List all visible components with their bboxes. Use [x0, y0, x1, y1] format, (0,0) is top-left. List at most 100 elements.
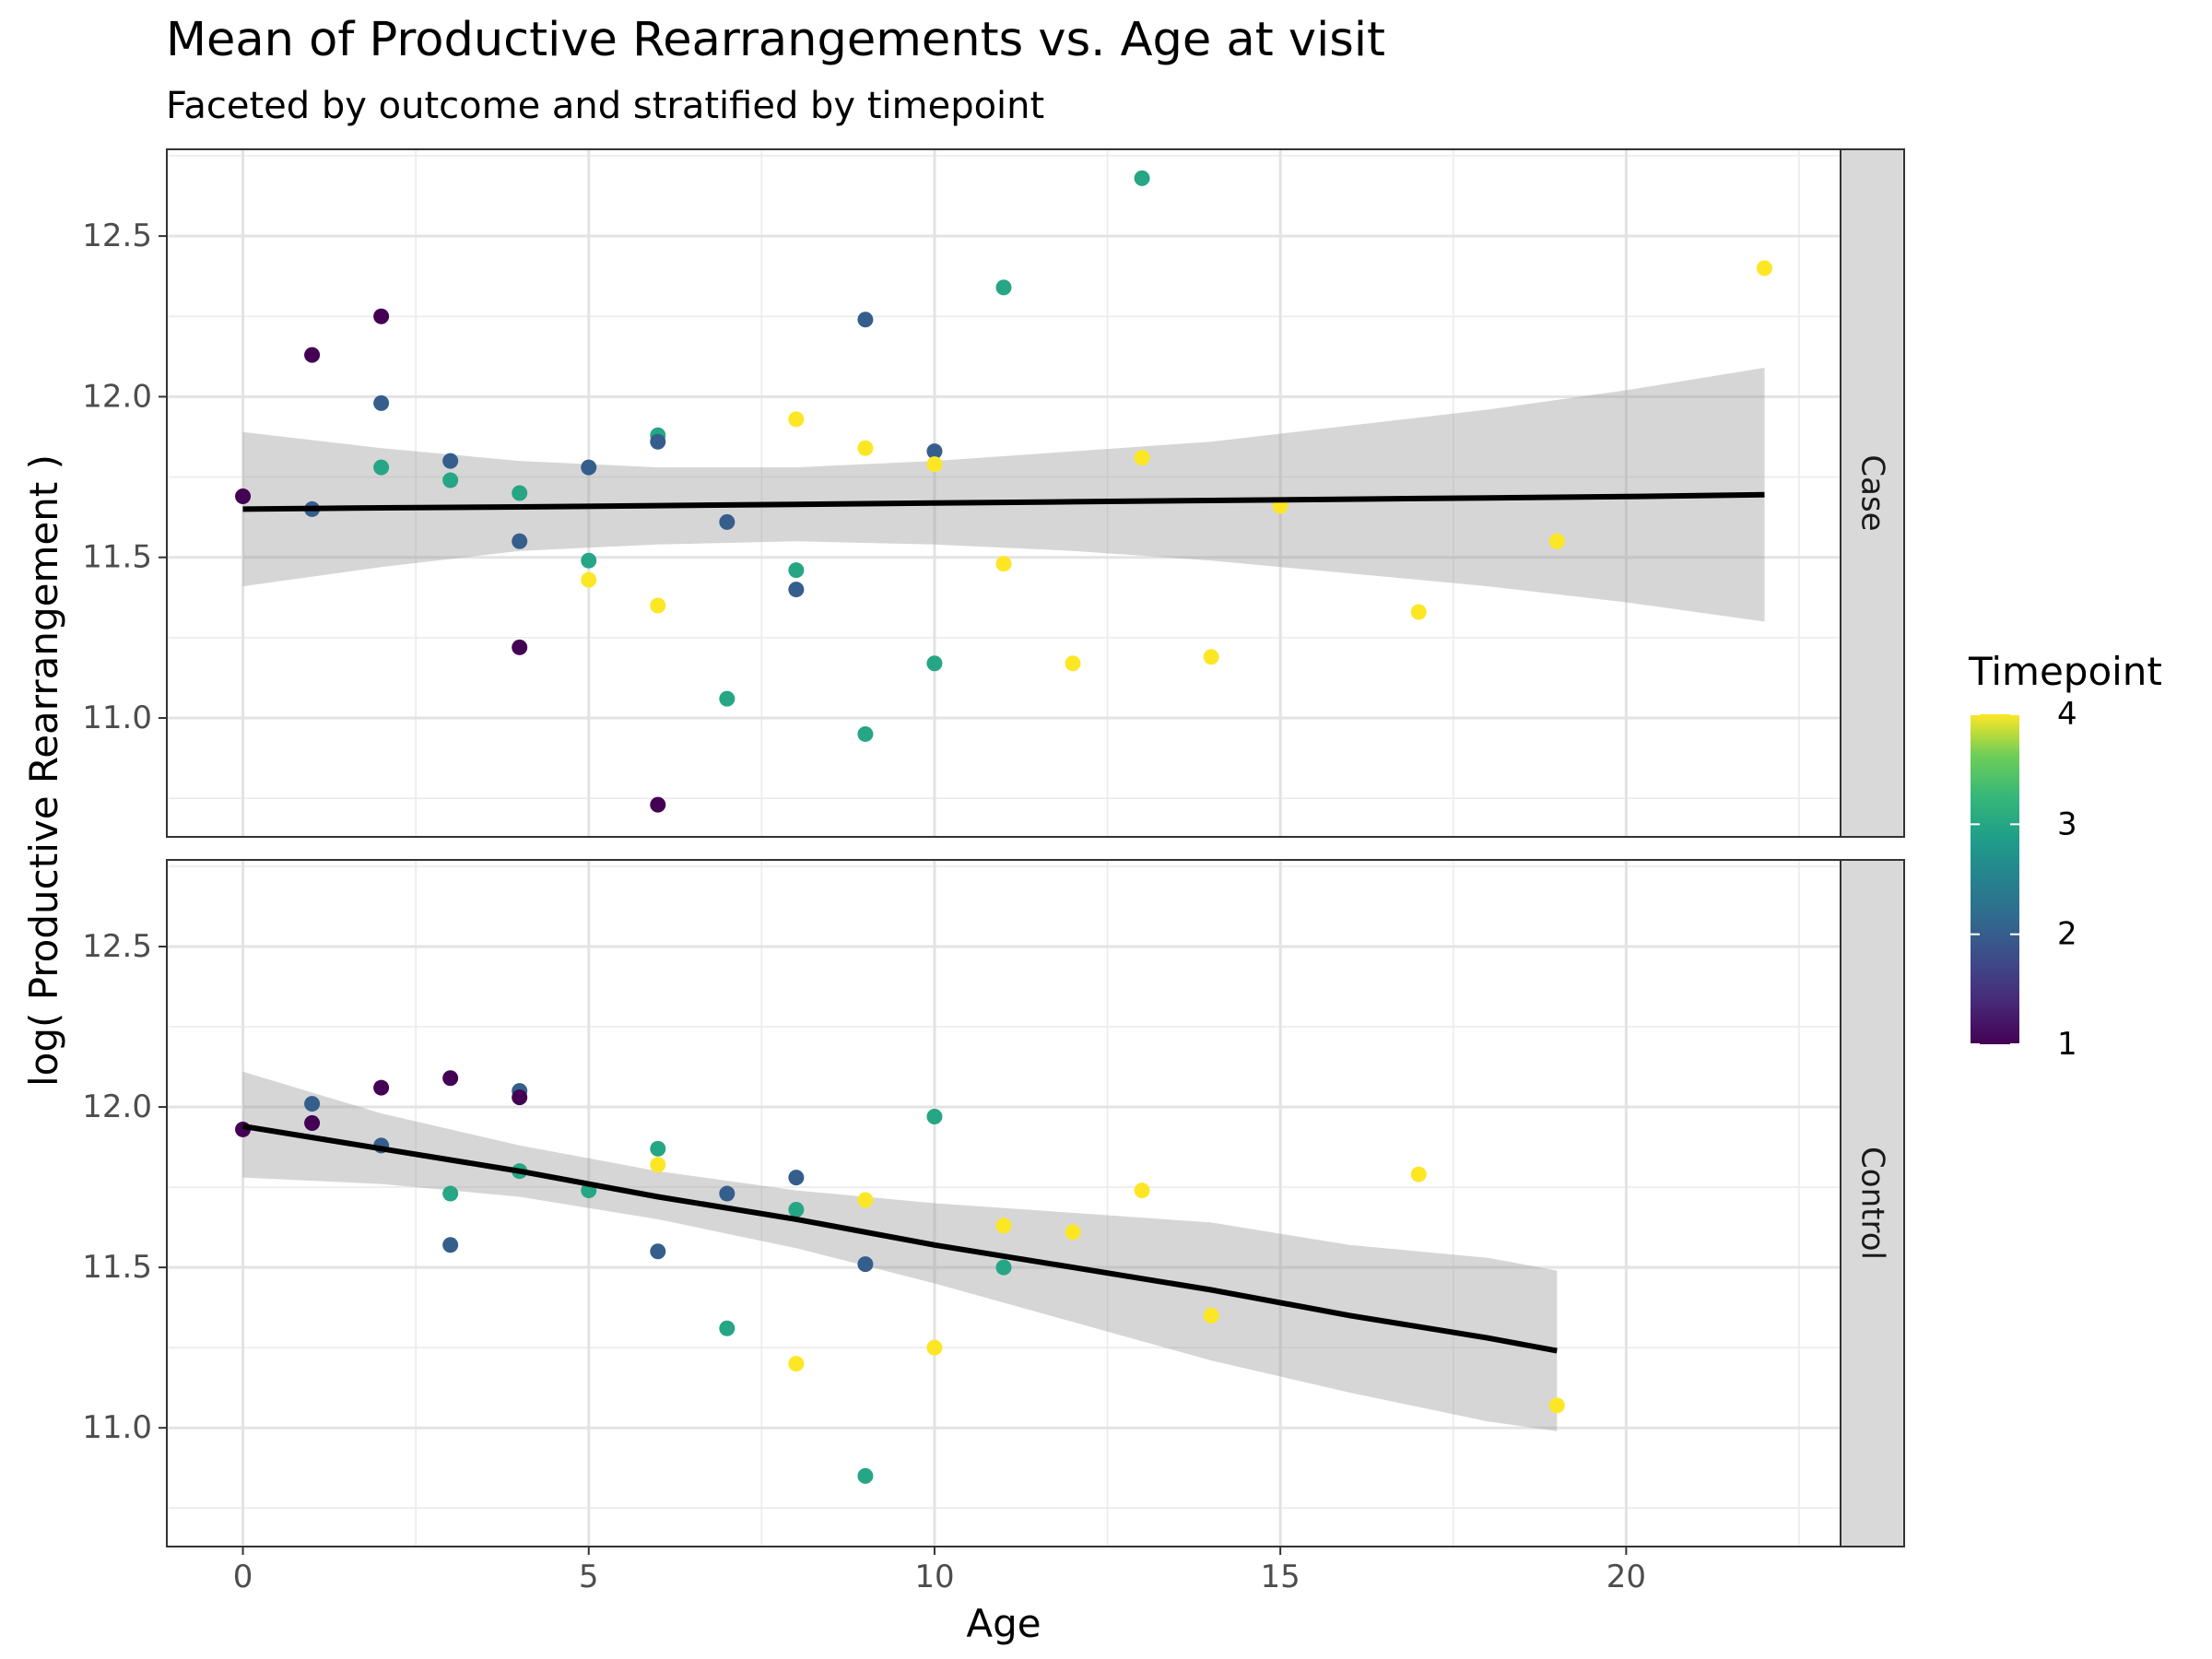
data-point — [442, 1237, 459, 1253]
chart-title: Mean of Productive Rearrangements vs. Ag… — [166, 13, 1385, 67]
data-point — [1203, 1307, 1219, 1324]
data-point — [373, 308, 390, 324]
data-point — [650, 433, 666, 450]
data-point — [926, 655, 943, 672]
data-point — [857, 1192, 874, 1208]
data-point — [512, 533, 528, 549]
legend-tick-label: 3 — [2057, 806, 2077, 842]
data-point — [304, 1096, 321, 1112]
facet-strip-label: Case — [1854, 454, 1891, 531]
data-point — [1203, 649, 1219, 665]
y-tick-label: 11.5 — [82, 1249, 152, 1286]
data-point — [1756, 260, 1772, 276]
data-point — [788, 411, 805, 428]
data-point — [235, 488, 252, 504]
data-point — [719, 690, 735, 707]
data-point — [995, 279, 1012, 296]
data-point — [995, 1259, 1012, 1276]
data-point — [1134, 1182, 1150, 1199]
facet-strip-label: Control — [1854, 1147, 1891, 1260]
confidence-ribbon — [242, 368, 1765, 622]
data-point — [373, 394, 390, 411]
data-point — [442, 1185, 459, 1202]
y-tick-label: 12.5 — [82, 218, 152, 254]
x-tick-label: 20 — [1606, 1559, 1646, 1595]
legend: Timepoint 1 2 3 4 — [1968, 649, 2162, 1063]
data-point — [512, 639, 528, 655]
y-tick-label: 11.0 — [82, 1409, 152, 1446]
data-point — [442, 453, 459, 469]
data-point — [581, 459, 597, 476]
data-point — [1065, 655, 1081, 672]
data-point — [442, 472, 459, 488]
data-point — [788, 1170, 805, 1186]
y-axis-title: log( Productive Rearrangement ) — [21, 454, 66, 1087]
data-point — [857, 725, 874, 742]
confidence-ribbon — [242, 1071, 1558, 1431]
data-point — [857, 312, 874, 328]
data-point — [926, 1339, 943, 1356]
data-point — [304, 1114, 321, 1131]
data-point — [788, 562, 805, 579]
data-point — [373, 459, 390, 476]
data-point — [650, 597, 666, 614]
data-point — [650, 796, 666, 813]
y-tick-label: 11.0 — [82, 700, 152, 736]
data-point — [1548, 533, 1565, 549]
data-point — [1134, 170, 1150, 186]
y-tick-label: 12.0 — [82, 378, 152, 415]
fit-line — [242, 491, 1765, 512]
x-tick-label: 15 — [1261, 1559, 1300, 1595]
legend-tick-label: 2 — [2057, 916, 2077, 953]
facet-case: Case 11.0 11.5 12.0 12.5 — [82, 148, 1905, 838]
panel-background — [167, 860, 1841, 1547]
data-point — [926, 443, 943, 460]
facet-control: Control 11.0 11.5 12.0 12.5 — [82, 859, 1905, 1547]
data-point — [1410, 604, 1427, 620]
data-point — [442, 1070, 459, 1087]
data-point — [1410, 1166, 1427, 1182]
data-point — [926, 1109, 943, 1125]
x-tick-label: 10 — [914, 1559, 954, 1595]
legend-tick-label: 4 — [2057, 696, 2077, 733]
data-point — [926, 456, 943, 473]
data-point — [857, 1467, 874, 1484]
data-point — [650, 1140, 666, 1157]
facet-strip — [1840, 148, 1905, 838]
legend-title: Timepoint — [1968, 649, 2162, 694]
facet-panels: Case 11.0 11.5 12.0 12.5 Control 11.0 11.5 12.0 1… — [82, 148, 1905, 1547]
y-tick-label: 12.0 — [82, 1088, 152, 1125]
data-point — [1134, 450, 1150, 466]
data-point — [373, 1079, 390, 1096]
panel-background — [167, 149, 1841, 837]
fit-line — [242, 1123, 1558, 1354]
data-point — [581, 571, 597, 588]
data-point — [857, 1256, 874, 1273]
data-point — [650, 1243, 666, 1260]
data-point — [581, 552, 597, 569]
y-tick-label: 11.5 — [82, 539, 152, 576]
data-point — [788, 1201, 805, 1218]
legend-ticks: 1 2 3 4 — [1971, 696, 2077, 1063]
facet-strip — [1840, 859, 1905, 1547]
legend-colorbar — [1971, 714, 2019, 1044]
data-point — [1065, 1224, 1081, 1241]
data-point — [304, 347, 321, 363]
data-point — [512, 485, 528, 501]
chart-subtitle: Faceted by outcome and stratified by tim… — [166, 85, 1044, 127]
data-point — [788, 1356, 805, 1372]
x-tick-label: 5 — [579, 1559, 599, 1595]
x-axis: 0 5 10 15 20 — [233, 1547, 1646, 1595]
legend-tick-label: 1 — [2057, 1026, 2077, 1063]
y-tick-label: 12.5 — [82, 928, 152, 965]
data-point — [857, 440, 874, 456]
data-point — [1548, 1397, 1565, 1414]
x-axis-title: Age — [966, 1601, 1041, 1646]
data-point — [719, 513, 735, 530]
data-point — [995, 556, 1012, 572]
data-point — [512, 1089, 528, 1106]
data-point — [719, 1185, 735, 1202]
x-tick-label: 0 — [233, 1559, 253, 1595]
data-point — [719, 1320, 735, 1336]
